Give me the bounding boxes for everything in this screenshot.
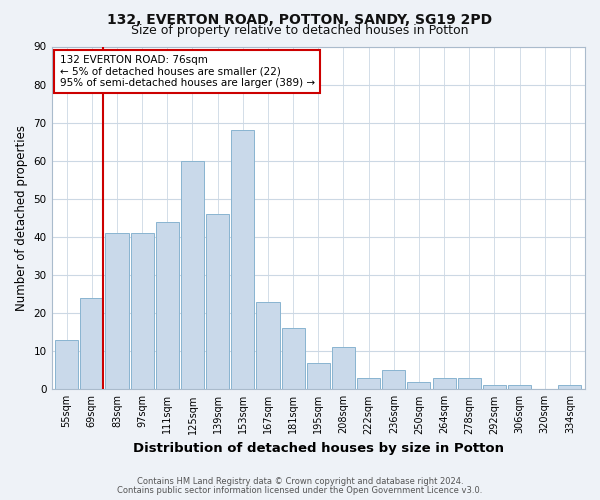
Bar xyxy=(181,161,204,390)
Bar xyxy=(458,378,481,390)
Bar xyxy=(231,130,254,390)
Text: Contains public sector information licensed under the Open Government Licence v3: Contains public sector information licen… xyxy=(118,486,482,495)
Bar xyxy=(407,382,430,390)
Bar xyxy=(357,378,380,390)
Bar xyxy=(483,386,506,390)
Bar xyxy=(281,328,305,390)
Bar xyxy=(131,233,154,390)
Bar xyxy=(106,233,128,390)
X-axis label: Distribution of detached houses by size in Potton: Distribution of detached houses by size … xyxy=(133,442,504,455)
Bar xyxy=(156,222,179,390)
Bar xyxy=(559,386,581,390)
Bar xyxy=(433,378,455,390)
Text: Contains HM Land Registry data © Crown copyright and database right 2024.: Contains HM Land Registry data © Crown c… xyxy=(137,477,463,486)
Bar xyxy=(382,370,406,390)
Text: Size of property relative to detached houses in Potton: Size of property relative to detached ho… xyxy=(131,24,469,37)
Bar xyxy=(332,348,355,390)
Text: 132, EVERTON ROAD, POTTON, SANDY, SG19 2PD: 132, EVERTON ROAD, POTTON, SANDY, SG19 2… xyxy=(107,12,493,26)
Bar xyxy=(307,362,330,390)
Bar xyxy=(508,386,531,390)
Bar xyxy=(55,340,78,390)
Bar xyxy=(206,214,229,390)
Bar xyxy=(80,298,103,390)
Bar xyxy=(256,302,280,390)
Text: 132 EVERTON ROAD: 76sqm
← 5% of detached houses are smaller (22)
95% of semi-det: 132 EVERTON ROAD: 76sqm ← 5% of detached… xyxy=(59,55,314,88)
Y-axis label: Number of detached properties: Number of detached properties xyxy=(15,125,28,311)
